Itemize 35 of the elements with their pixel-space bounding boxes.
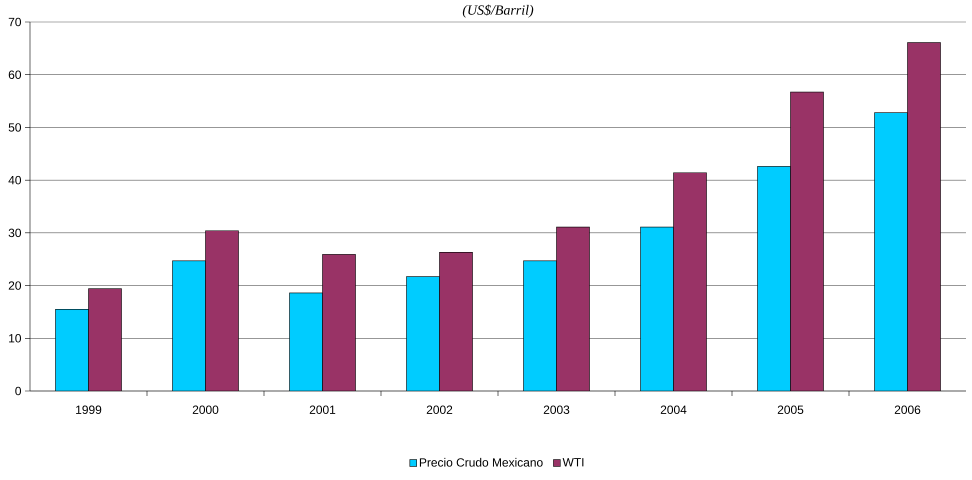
- legend-label: WTI: [562, 458, 584, 466]
- y-tick-label: 0: [15, 386, 22, 396]
- legend-label: Precio Crudo Mexicano: [420, 458, 543, 467]
- x-tick-label: 2001: [310, 406, 336, 414]
- x-tick-label: 2004: [660, 406, 686, 414]
- x-tick-label: 2005: [778, 406, 804, 414]
- x-tick-label: 1999: [76, 406, 102, 414]
- y-tick-label: 30: [8, 228, 22, 238]
- x-tick-label: 2006: [894, 406, 920, 414]
- x-tick-label: 2002: [426, 406, 452, 414]
- bar: [674, 172, 707, 391]
- bar: [172, 260, 206, 391]
- bar: [88, 288, 122, 391]
- y-tick-label: 40: [8, 176, 22, 184]
- bar: [790, 92, 824, 391]
- bar: [556, 227, 590, 391]
- bar: [56, 309, 88, 391]
- bar: [406, 276, 440, 391]
- y-tick-label: 10: [9, 334, 22, 343]
- chart-title: (US$/Barril): [462, 4, 534, 18]
- bar: [290, 292, 322, 391]
- bar: [440, 252, 473, 391]
- bar: [640, 227, 674, 391]
- y-tick-label: 20: [8, 281, 22, 290]
- bar: [322, 254, 356, 391]
- x-tick-label: 2000: [192, 406, 218, 414]
- bar: [206, 230, 238, 391]
- bar: [874, 112, 908, 391]
- y-tick-label: 70: [8, 18, 22, 26]
- bar: [758, 166, 791, 391]
- bar: [907, 42, 941, 391]
- x-tick-label: 2003: [544, 406, 570, 414]
- bar: [524, 260, 557, 391]
- y-tick-label: 60: [8, 70, 22, 79]
- y-tick-label: 50: [8, 123, 22, 132]
